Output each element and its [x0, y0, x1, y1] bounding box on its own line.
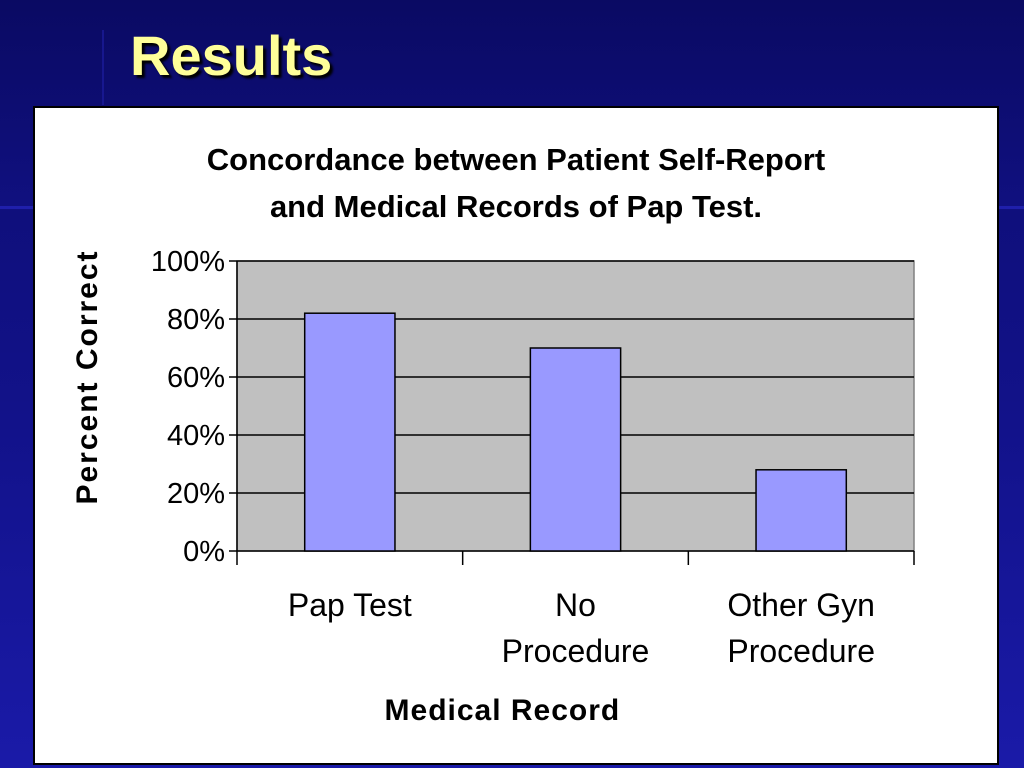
- y-tick-label: 60%: [167, 362, 225, 394]
- x-tick-label-line: Other Gyn: [727, 587, 875, 623]
- x-tick-label-line: No: [555, 587, 596, 623]
- y-tick-label: 100%: [151, 246, 225, 278]
- x-tick-label: Pap Test: [288, 587, 412, 623]
- slide-accent-line: [102, 30, 104, 105]
- slide-title: Results: [130, 24, 333, 87]
- chart-title-line-2: and Medical Records of Pap Test.: [269, 189, 763, 224]
- y-tick-label: 80%: [167, 304, 225, 336]
- bar: [755, 469, 848, 552]
- x-tick-label: Other Gyn Procedure: [727, 587, 875, 669]
- x-axis-title: Medical Record: [385, 694, 621, 727]
- bar-chart: 0%20%40%60%80%100%Pap Test No ProcedureOth…: [71, 246, 915, 727]
- chart-title: Concordance between Patient Self-Report …: [35, 136, 997, 230]
- y-tick-label: 20%: [167, 478, 225, 510]
- x-tick-label-line: Procedure: [502, 633, 650, 669]
- y-tick-label: 0%: [183, 536, 225, 568]
- y-axis-title: Percent Correct: [71, 249, 104, 504]
- chart-title-line-1: Concordance between Patient Self-Report: [206, 142, 826, 177]
- x-tick-label-line: Procedure: [727, 633, 875, 669]
- x-tick-label-line: Pap Test: [288, 587, 412, 623]
- chart-panel: Concordance between Patient Self-Report …: [33, 106, 999, 765]
- y-tick-label: 40%: [167, 420, 225, 452]
- bar: [529, 347, 622, 552]
- bar: [303, 312, 396, 552]
- x-tick-label: No Procedure: [502, 587, 650, 669]
